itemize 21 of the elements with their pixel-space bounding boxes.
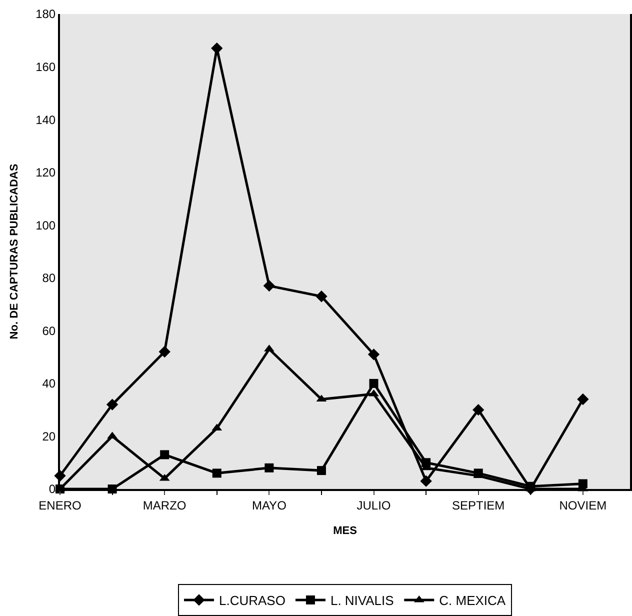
y-tick-label: 60 (42, 324, 56, 338)
x-tick-label: JULIO (356, 498, 391, 512)
y-tick-label: 20 (42, 429, 56, 444)
x-tick-label: SEPTIEM (452, 498, 505, 512)
y-tick-label: 140 (36, 112, 56, 127)
y-tick-label: 180 (36, 7, 56, 22)
x-tick-label: MAYO (252, 498, 286, 512)
x-tick-label: ENERO (38, 498, 82, 512)
y-tick-label: 80 (42, 271, 56, 286)
y-tick-label: 40 (42, 376, 56, 391)
y-tick-label: 0 (48, 482, 56, 496)
x-tick-label: NOVIEM (559, 498, 607, 512)
y-tick-label: 160 (36, 60, 56, 74)
legend-label: C. MEXICA (439, 593, 506, 608)
y-tick-label: 120 (36, 166, 56, 180)
x-tick-label: MARZO (142, 498, 186, 512)
legend-label: L.CURASO (219, 593, 286, 608)
legend-label: L. NIVALIS (330, 593, 394, 608)
y-axis-title: No. DE CAPTURAS PUBLICADAS (8, 164, 21, 340)
x-axis-title: MES (333, 525, 357, 538)
y-tick-label: 100 (36, 218, 56, 232)
